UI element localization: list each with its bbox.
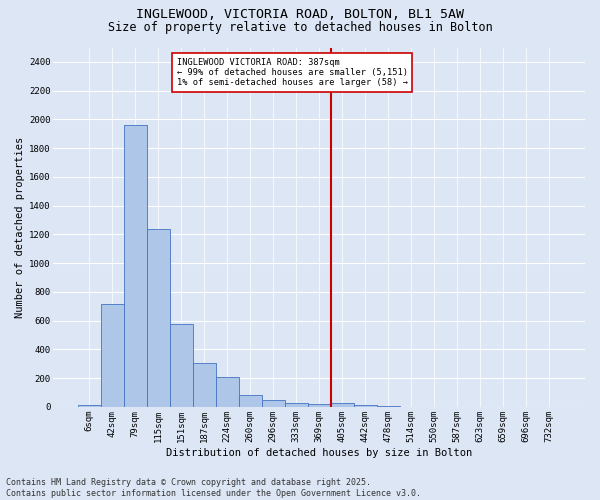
Text: INGLEWOOD VICTORIA ROAD: 387sqm
← 99% of detached houses are smaller (5,151)
1% : INGLEWOOD VICTORIA ROAD: 387sqm ← 99% of… (176, 58, 407, 88)
Bar (215, 378, 239, 407)
Bar (308, 404, 331, 407)
Y-axis label: Number of detached properties: Number of detached properties (15, 136, 25, 318)
Bar (354, 406, 377, 407)
Bar (146, 230, 170, 407)
Bar (285, 402, 308, 407)
Bar (101, 304, 124, 407)
Bar (193, 363, 215, 407)
Text: Contains HM Land Registry data © Crown copyright and database right 2025.
Contai: Contains HM Land Registry data © Crown c… (6, 478, 421, 498)
Text: INGLEWOOD, VICTORIA ROAD, BOLTON, BL1 5AW: INGLEWOOD, VICTORIA ROAD, BOLTON, BL1 5A… (136, 8, 464, 20)
X-axis label: Distribution of detached houses by size in Bolton: Distribution of detached houses by size … (166, 448, 472, 458)
Bar (77, 405, 101, 407)
Bar (262, 400, 285, 407)
Text: Size of property relative to detached houses in Bolton: Size of property relative to detached ho… (107, 21, 493, 34)
Bar (239, 394, 262, 407)
Bar (124, 125, 146, 407)
Bar (170, 324, 193, 407)
Bar (331, 402, 354, 407)
Bar (377, 406, 400, 407)
